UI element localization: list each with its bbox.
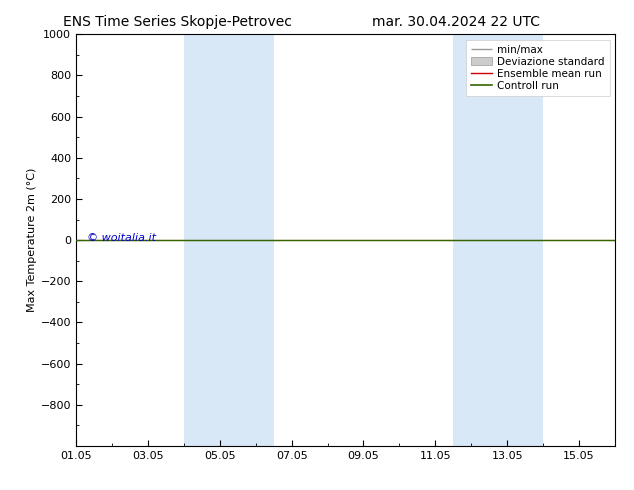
Legend: min/max, Deviazione standard, Ensemble mean run, Controll run: min/max, Deviazione standard, Ensemble m…	[466, 40, 610, 96]
Bar	[453, 34, 543, 446]
Bar	[184, 34, 274, 446]
Text: © woitalia.it: © woitalia.it	[87, 233, 156, 243]
Text: ENS Time Series Skopje-Petrovec: ENS Time Series Skopje-Petrovec	[63, 15, 292, 29]
Text: mar. 30.04.2024 22 UTC: mar. 30.04.2024 22 UTC	[373, 15, 540, 29]
Y-axis label: Max Temperature 2m (°C): Max Temperature 2m (°C)	[27, 168, 37, 312]
